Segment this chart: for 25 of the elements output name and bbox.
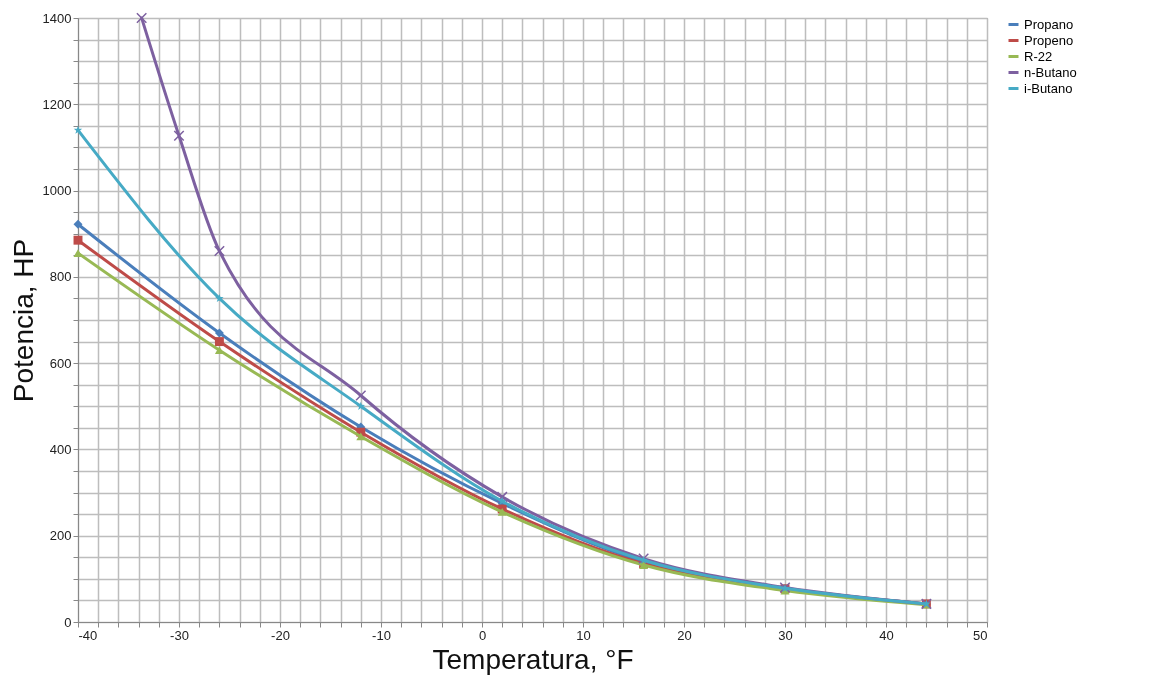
legend-label: R-22 (1024, 48, 1053, 64)
x-tick-label: 50 (973, 627, 988, 643)
x-tick-label: -20 (271, 627, 290, 643)
legend-label: n-Butano (1024, 64, 1077, 80)
y-axis-title: Potencia, HP (7, 238, 39, 403)
y-tick-label: 1000 (42, 183, 72, 199)
y-tick-label: 1400 (42, 10, 72, 26)
legend-label: Propano (1024, 16, 1074, 32)
x-tick-label: 30 (778, 627, 793, 643)
y-tick-label: 400 (49, 441, 72, 457)
x-tick-label: 0 (478, 627, 487, 643)
x-tick-label: -40 (78, 627, 98, 643)
legend-label: i-Butano (1024, 80, 1073, 96)
y-tick-label: 800 (49, 269, 72, 285)
y-tick-label: 0 (64, 614, 72, 630)
x-tick-label: -30 (170, 627, 189, 643)
y-tick-label: 600 (49, 355, 72, 371)
x-axis-title: Temperatura, °F (432, 643, 634, 675)
x-tick-label: 20 (677, 627, 692, 643)
x-tick-label: -10 (372, 627, 391, 643)
legend-label: Propeno (1024, 32, 1074, 48)
x-tick-label: 10 (576, 627, 591, 643)
x-tick-label: 40 (879, 627, 894, 643)
y-tick-label: 200 (49, 528, 72, 544)
y-tick-label: 1200 (42, 96, 72, 112)
